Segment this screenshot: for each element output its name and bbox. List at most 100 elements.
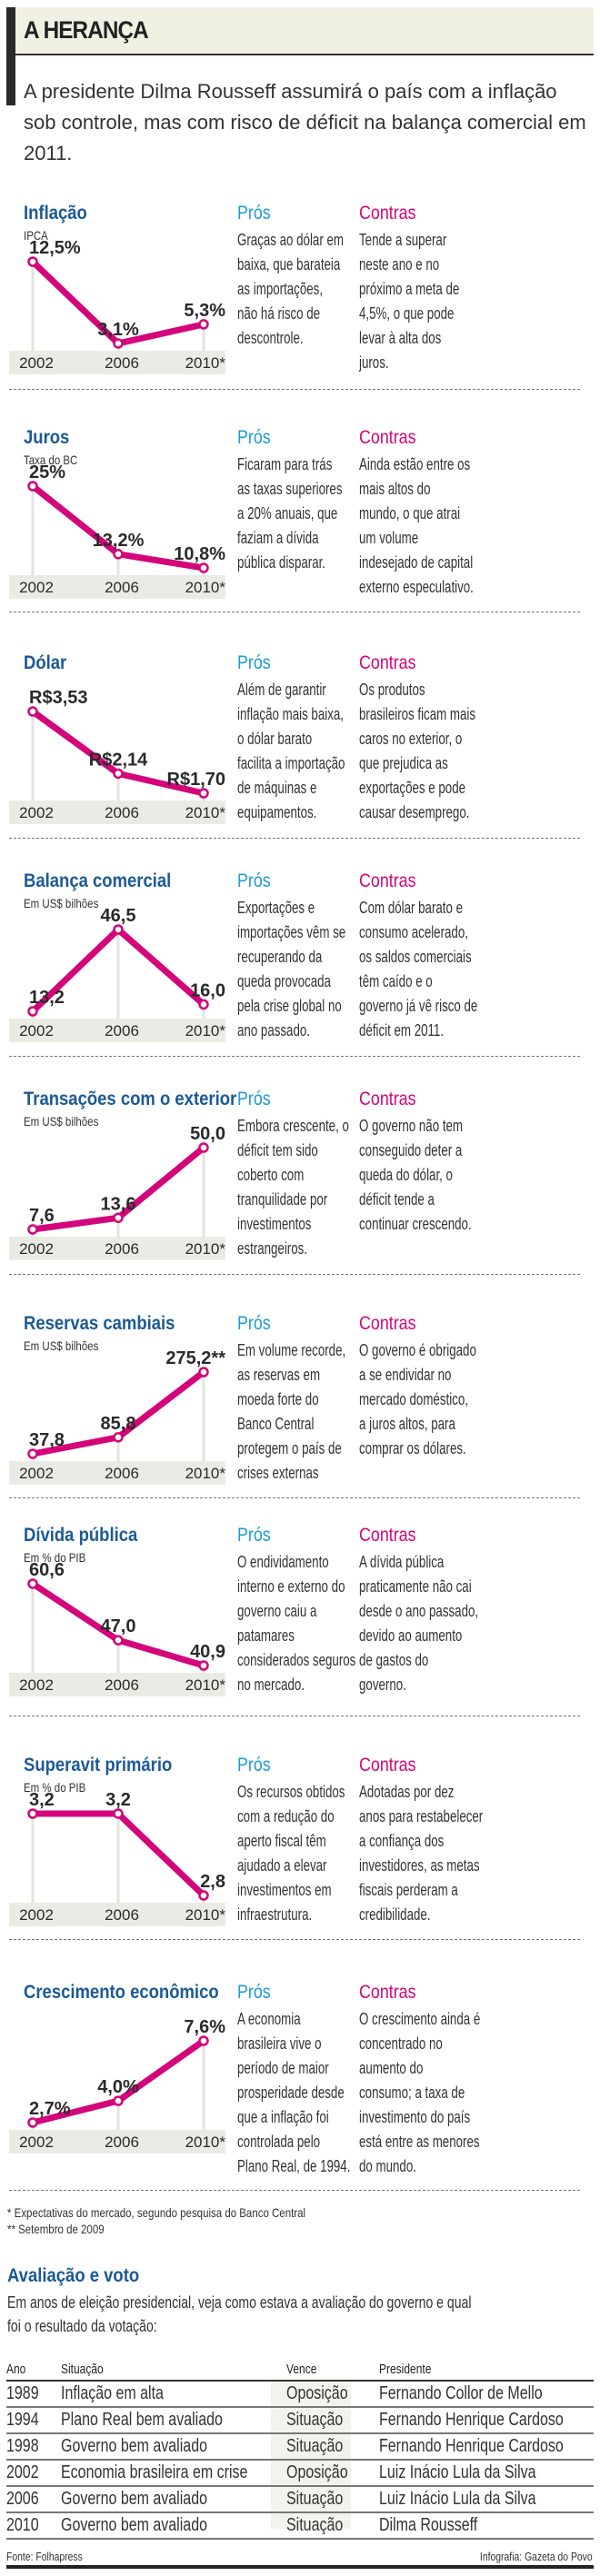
pros-heading: Prós — [237, 427, 271, 448]
x-tick-label: 2006 — [105, 1240, 139, 1258]
indicator-title: Balança comercial — [24, 870, 172, 891]
contras-heading: Contras — [359, 1089, 416, 1109]
data-point — [198, 999, 209, 1010]
text-line: Ficaram para trás — [237, 455, 333, 473]
column-header: Vence — [286, 2362, 317, 2377]
value-label: R$3,53 — [29, 688, 88, 708]
text-line: concentrado no — [359, 2034, 443, 2053]
contras-heading: Contras — [359, 870, 416, 891]
value-label: 40,9 — [190, 1642, 225, 1662]
text-line: moeda forte do — [237, 1390, 319, 1408]
text-line: mais altos do — [359, 480, 431, 498]
x-tick-label: 2010* — [185, 804, 226, 821]
table-cell: 2010 — [6, 2515, 39, 2535]
indicator-unit: Taxa do BC — [24, 453, 78, 467]
text-line: patamares — [237, 1626, 295, 1645]
text-line: os saldos comerciais — [359, 948, 472, 966]
section-balanca-comercial: 13,2 46,5 16,0 2002 2006 2010* Balança comerci… — [0, 870, 600, 1057]
text-line: O governo é obrigado — [359, 1341, 476, 1359]
x-axis-band — [9, 1461, 225, 1485]
data-point — [113, 1212, 124, 1224]
table-cell: Inflação em alta — [61, 2383, 164, 2403]
pros-text: Ficaram para trás as taxas superiores a 20… — [237, 453, 342, 575]
x-axis-band — [9, 1673, 225, 1696]
footnotes: * Expectativas do mercado, segundo pesqu… — [7, 2204, 371, 2237]
indicator-title: Inflação — [24, 203, 87, 224]
text-line: período de maior — [237, 2059, 329, 2077]
x-tick-label: 2006 — [105, 1022, 139, 1039]
section-title: Avaliação e voto — [7, 2265, 140, 2286]
text-line: investimentos em — [237, 1881, 332, 1899]
text-line: as importações, — [237, 280, 324, 298]
data-point — [113, 1432, 124, 1443]
table-header: Ano Situação Vence Presidente — [6, 2359, 594, 2382]
value-label: 16,0 — [190, 980, 225, 1000]
data-point — [198, 562, 209, 573]
pros-heading: Prós — [237, 1089, 271, 1109]
text-line: ano passado. — [237, 1021, 310, 1039]
text-line: governo já vê risco de — [359, 997, 478, 1015]
text-line: Tende a superar — [359, 231, 447, 249]
text-line: A dívida pública — [359, 1553, 445, 1571]
indicator-title: Dólar — [24, 652, 67, 673]
text-line: déficit tende a — [359, 1190, 435, 1208]
text-line: a 20% anuais, que — [237, 504, 338, 522]
text-line: um volume — [359, 529, 419, 547]
line-chart: 12,5% 3,1% 5,3% 2002 2006 2010* — [9, 238, 225, 374]
data-point — [27, 256, 38, 267]
indicator-title: Reservas cambiais — [24, 1313, 175, 1334]
text-line: faziam a dívida — [237, 529, 319, 547]
table-cell: Governo bem avaliado — [61, 2436, 207, 2456]
text-line: próximo a meta de — [359, 280, 460, 298]
data-point — [27, 1578, 38, 1589]
contras-heading: Contras — [359, 427, 416, 448]
value-label: 2,8 — [200, 1872, 225, 1892]
text-line: conseguido deter a — [359, 1141, 463, 1159]
text-line: considerados seguros — [237, 1651, 356, 1669]
section-divider — [9, 2190, 580, 2191]
text-line: importações vêm se — [237, 923, 346, 941]
page-title: A HERANÇA — [24, 16, 149, 44]
x-tick-label: 2006 — [105, 1465, 139, 1482]
pros-heading: Prós — [237, 1755, 271, 1775]
line-chart: 3,2 3,2 2,8 2002 2006 2010* — [9, 1790, 225, 1926]
text-line: as reservas em — [237, 1366, 321, 1384]
line-chart: 7,6 13,6 50,0 2002 2006 2010* — [9, 1124, 225, 1260]
text-line: de gastos do — [359, 1651, 429, 1669]
text-line: estrangeiros. — [237, 1239, 308, 1258]
data-point — [198, 1367, 209, 1378]
x-tick-label: 2002 — [19, 579, 54, 596]
section-divider — [9, 389, 580, 390]
value-label: 2,7% — [29, 2099, 71, 2119]
text-line: interno e externo do — [237, 1577, 345, 1596]
text-line: indesejado de capital — [359, 553, 474, 572]
table-cell: 1989 — [6, 2383, 39, 2403]
contras-text: O governo é obrigado a se endividar no mer… — [359, 1338, 476, 1461]
data-point — [113, 1808, 124, 1819]
table-cell: Luiz Inácio Lula da Silva — [379, 2489, 536, 2509]
text-line: governo. — [359, 1676, 406, 1694]
text-line: exportações e pode — [359, 779, 466, 797]
contras-text: Tende a superar neste ano e no próximo a m… — [359, 228, 459, 375]
table-cell: 2002 — [6, 2462, 39, 2482]
indicator-title: Transações com o exterior — [24, 1089, 237, 1109]
text-line: Além de garantir — [237, 681, 326, 699]
contras-text: A dívida pública praticamente não cai desd… — [359, 1550, 478, 1697]
text-line: de máquinas e — [237, 779, 317, 797]
contras-heading: Contras — [359, 1982, 416, 2003]
pros-heading: Prós — [237, 1525, 271, 1546]
text-line: devido ao aumento — [359, 1626, 463, 1645]
text-line: com a redução do — [237, 1807, 335, 1825]
indicator-unit: Em US$ bilhões — [24, 1114, 99, 1129]
value-label: 37,8 — [29, 1430, 65, 1450]
text-line: aumento do — [359, 2059, 424, 2077]
text-line: governo caiu a — [237, 1602, 317, 1620]
text-line: consumo; a taxa de — [359, 2084, 465, 2102]
text-line: investidores, as metas — [359, 1856, 480, 1875]
section-juros: 25% 13,2% 10,8% 2002 2006 2010* Juros Taxa do B… — [0, 427, 600, 612]
value-label: 275,2** — [165, 1348, 225, 1368]
table-cell: Fernando Henrique Cardoso — [379, 2436, 564, 2456]
table-cell: Situação — [286, 2515, 344, 2535]
text-line: mercado doméstico, — [359, 1390, 468, 1408]
value-label: 60,6 — [29, 1560, 65, 1580]
